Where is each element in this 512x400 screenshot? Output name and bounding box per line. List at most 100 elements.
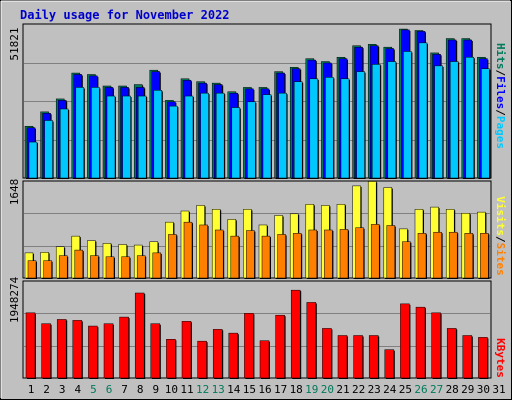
- x-tick-label: 22: [352, 383, 365, 396]
- pages-bar: [200, 92, 209, 179]
- sites-bar: [199, 224, 208, 279]
- x-tick-label: 4: [74, 383, 81, 396]
- pages-bar: [449, 61, 459, 179]
- pages-bar: [231, 107, 241, 179]
- pages-bar: [387, 61, 397, 179]
- kbytes-bar: [368, 335, 379, 379]
- sites-bar: [417, 233, 427, 279]
- sites-bar: [90, 255, 99, 279]
- x-tick-label: 10: [165, 383, 178, 396]
- x-tick-label: 3: [59, 383, 66, 396]
- kbytes-bar: [72, 320, 83, 379]
- kbytes-ymax-label: 1948274: [8, 276, 21, 323]
- pages-bar: [59, 108, 69, 179]
- pages-bar: [184, 95, 194, 179]
- kbytes-bar: [56, 319, 67, 379]
- pages-bar: [153, 90, 163, 179]
- x-tick-label: 21: [336, 383, 349, 396]
- kbytes-bar: [181, 321, 192, 379]
- x-tick-label: 15: [243, 383, 256, 396]
- kbytes-bar: [446, 328, 457, 379]
- x-tick-label: 9: [152, 383, 159, 396]
- x-tick-label: 18: [290, 383, 303, 396]
- ylabel-sites: Sites: [494, 243, 507, 276]
- x-tick-label: 8: [137, 383, 144, 396]
- x-tick-label: 31: [492, 383, 505, 396]
- kbytes-bar: [41, 323, 51, 379]
- visits-sites-panel: [22, 180, 492, 279]
- sites-bar: [480, 233, 489, 279]
- sites-bar: [230, 235, 240, 279]
- ylabel-visits: Visits: [494, 196, 507, 236]
- sites-bar: [168, 234, 177, 279]
- sites-bar: [152, 252, 162, 279]
- kbytes-bar: [119, 316, 129, 379]
- sites-bar: [27, 260, 37, 279]
- x-tick-label: 14: [227, 383, 241, 396]
- pages-bar: [293, 81, 303, 179]
- pages-bar: [340, 78, 350, 179]
- sites-bar: [355, 227, 364, 279]
- sites-bar: [43, 260, 52, 279]
- kbytes-bar: [244, 313, 254, 379]
- kbytes-bar: [400, 303, 410, 379]
- x-tick-label: 6: [106, 383, 113, 396]
- x-tick-label: 12: [196, 383, 209, 396]
- pages-bar: [106, 95, 116, 179]
- chart-title: Daily usage for November 2022: [20, 8, 230, 22]
- kbytes-bar: [228, 332, 239, 379]
- sites-bar: [105, 256, 115, 279]
- kbytes-bar: [306, 302, 317, 379]
- ylabel-hits: Hits: [494, 43, 507, 70]
- kbytes-bar: [415, 306, 426, 379]
- kbytes-bar: [337, 335, 348, 379]
- x-axis-labels: 1 2 3 4 5 6 7 8 9 10 11 12 13 14 15 16 17 18 19 20 21 22 23 24 2…: [28, 383, 506, 396]
- pages-bar: [465, 56, 475, 179]
- x-tick-label: 5: [90, 383, 97, 396]
- visits-ymax-label: 1648: [8, 179, 21, 206]
- pages-bar: [278, 92, 287, 179]
- pages-bar: [481, 68, 490, 179]
- pages-bar: [169, 105, 178, 179]
- kbytes-bar: [103, 323, 114, 379]
- pages-bar: [122, 95, 131, 179]
- visits-sites-ylabel: Visits/Sites: [494, 196, 507, 276]
- sites-bar: [121, 256, 130, 279]
- pages-bar: [403, 51, 412, 179]
- kbytes-bar: [290, 289, 301, 379]
- sites-bar: [448, 231, 458, 279]
- kbytes-bar: [431, 312, 441, 379]
- kbytes-bar: [353, 335, 363, 379]
- kbytes-bar: [212, 329, 223, 379]
- x-tick-label: 29: [461, 383, 474, 396]
- kbytes-bar: [462, 335, 473, 379]
- sites-bar: [58, 255, 68, 279]
- kbytes-bar: [275, 314, 285, 379]
- kbytes-bar: [166, 339, 176, 379]
- kbytes-bar: [134, 292, 145, 379]
- x-tick-label: 1: [28, 383, 35, 396]
- sites-bar: [183, 221, 193, 279]
- hits-files-pages-ylabel: Hits/Files/Pages: [494, 43, 507, 149]
- x-tick-label: 11: [180, 383, 193, 396]
- sites-bar: [136, 255, 146, 279]
- x-tick-label: 27: [430, 383, 443, 396]
- pages-bar: [91, 87, 100, 179]
- sites-bar: [292, 233, 302, 279]
- kbytes-bar: [150, 323, 161, 379]
- ylabel-slash-1: /: [494, 70, 507, 77]
- pages-bar: [371, 64, 381, 179]
- sites-bar: [308, 229, 318, 279]
- pages-bar: [215, 92, 225, 179]
- pages-bar: [247, 101, 256, 179]
- sites-bar: [433, 231, 442, 279]
- ylabel-slash-2: /: [494, 109, 507, 116]
- x-tick-label: 17: [274, 383, 287, 396]
- pages-bar: [356, 71, 365, 179]
- x-tick-label: 24: [383, 383, 397, 396]
- sites-bar: [339, 229, 349, 279]
- sites-bar: [74, 249, 84, 279]
- kbytes-bar: [88, 325, 98, 379]
- kbytes-bar: [322, 328, 332, 379]
